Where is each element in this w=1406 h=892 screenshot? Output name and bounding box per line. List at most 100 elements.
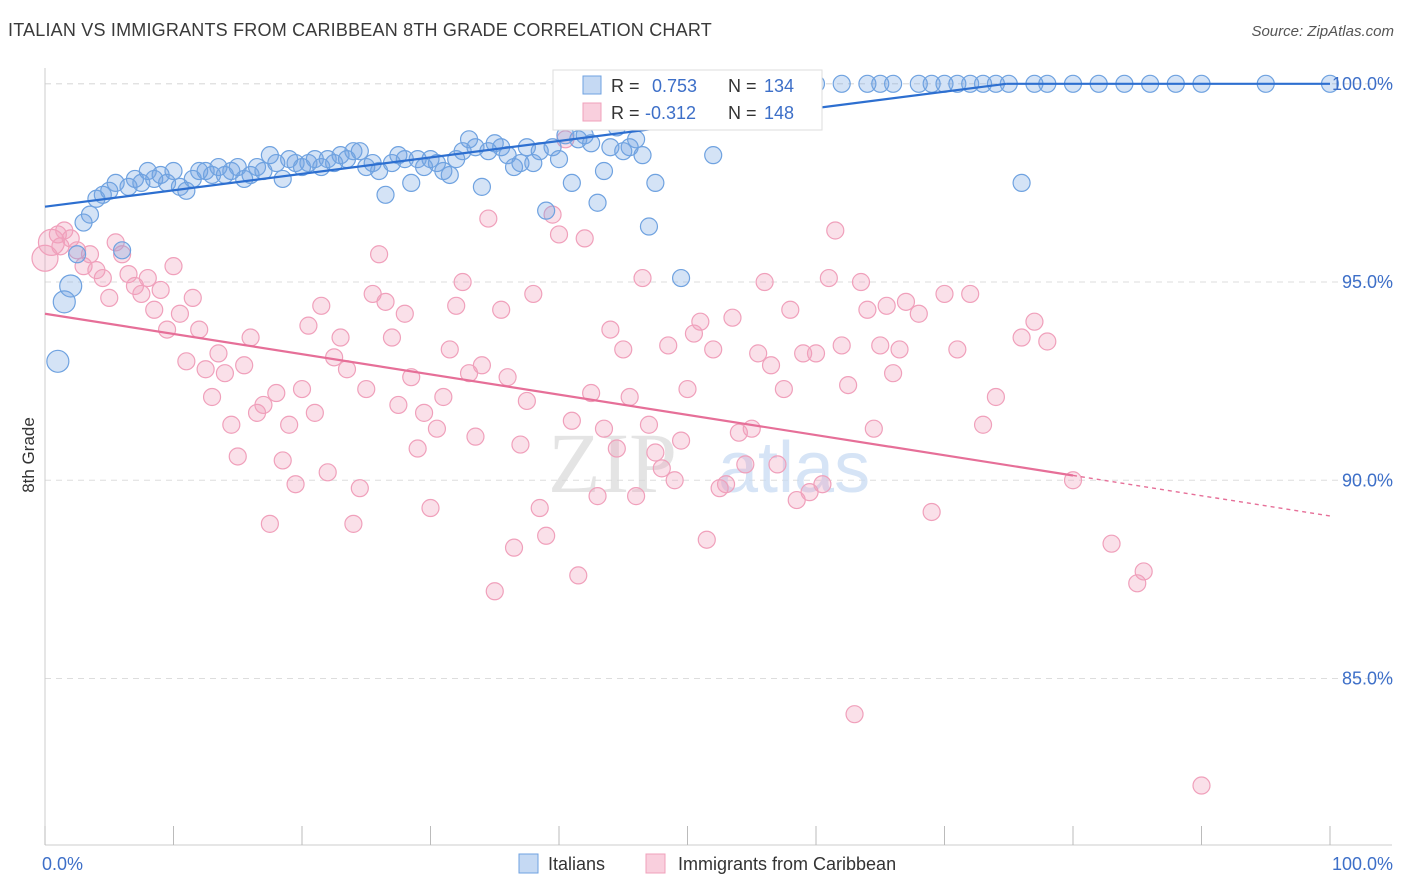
point-caribbean <box>961 284 980 304</box>
point-caribbean <box>350 479 369 498</box>
point-caribbean <box>633 268 652 288</box>
point-caribbean <box>562 411 581 430</box>
point-caribbean <box>716 475 736 494</box>
point-caribbean <box>177 352 196 371</box>
point-caribbean <box>659 336 678 355</box>
point-caribbean <box>877 296 896 315</box>
point-italians <box>909 74 928 93</box>
point-caribbean <box>845 705 864 724</box>
y-tick-label-0: 85.0% <box>1342 668 1393 688</box>
point-caribbean <box>607 439 626 458</box>
point-caribbean <box>241 328 260 347</box>
stats-r-label-2: R = <box>611 103 640 123</box>
point-caribbean <box>222 415 241 434</box>
point-caribbean <box>639 415 659 434</box>
point-caribbean <box>768 455 787 474</box>
point-italians <box>582 134 601 153</box>
trend-lines <box>44 82 1331 517</box>
point-caribbean <box>588 487 607 506</box>
point-caribbean <box>671 431 691 450</box>
point-caribbean <box>922 502 941 522</box>
y-tick-labels: 85.0% 90.0% 95.0% 100.0% <box>1332 74 1393 689</box>
point-caribbean <box>254 395 273 415</box>
point-caribbean <box>736 455 755 474</box>
point-caribbean <box>691 312 710 331</box>
point-caribbean <box>883 364 903 383</box>
point-caribbean <box>498 368 517 387</box>
source-label: Source: ZipAtlas.com <box>1251 23 1394 40</box>
x-tick-label-0: 0.0% <box>42 854 83 874</box>
point-caribbean <box>215 364 234 383</box>
point-italians <box>164 161 183 181</box>
point-italians <box>59 274 83 298</box>
axes <box>44 68 1392 846</box>
point-italians <box>871 74 890 93</box>
point-caribbean <box>1192 776 1211 795</box>
y-tick-label-1: 90.0% <box>1342 470 1393 490</box>
point-caribbean <box>382 328 402 347</box>
point-italians <box>671 268 691 288</box>
point-caribbean <box>267 383 286 403</box>
point-caribbean <box>479 209 498 228</box>
point-caribbean <box>421 498 440 518</box>
chart-title: ITALIAN VS IMMIGRANTS FROM CARIBBEAN 8TH… <box>8 20 712 40</box>
point-caribbean <box>652 459 671 478</box>
point-italians <box>402 173 421 193</box>
point-caribbean <box>389 395 408 415</box>
point-caribbean <box>858 300 877 319</box>
point-caribbean <box>414 403 434 422</box>
point-caribbean <box>614 340 633 359</box>
point-caribbean <box>935 284 954 304</box>
point-caribbean <box>781 300 800 319</box>
point-caribbean <box>594 419 614 438</box>
point-caribbean <box>826 221 845 240</box>
legend-label-italians: Italians <box>548 854 605 874</box>
point-caribbean <box>832 336 851 355</box>
point-caribbean <box>549 225 569 244</box>
point-caribbean <box>472 356 491 375</box>
point-caribbean <box>511 435 530 454</box>
point-caribbean <box>517 391 536 411</box>
y-axis-label: 8th Grade <box>19 417 38 493</box>
point-caribbean <box>626 487 646 506</box>
point-caribbean <box>537 526 556 545</box>
point-caribbean <box>485 582 504 601</box>
point-caribbean <box>331 328 350 347</box>
point-caribbean <box>370 245 389 264</box>
stats-n-value-1: 134 <box>764 76 794 96</box>
point-caribbean <box>299 316 318 335</box>
y-tick-label-3: 100.0% <box>1332 74 1393 94</box>
point-caribbean <box>774 379 793 399</box>
point-caribbean <box>273 451 292 470</box>
point-italians <box>472 177 491 196</box>
point-caribbean <box>948 340 967 359</box>
point-caribbean <box>440 340 459 359</box>
point-caribbean <box>646 443 665 462</box>
point-italians <box>626 130 646 149</box>
trend-line-italians <box>44 82 1007 208</box>
legend-swatch-caribbean <box>645 853 666 874</box>
point-caribbean <box>794 344 813 363</box>
point-caribbean <box>286 475 305 494</box>
point-caribbean <box>376 292 395 311</box>
point-caribbean <box>851 272 871 292</box>
point-italians <box>832 74 851 93</box>
point-italians <box>537 201 556 220</box>
point-italians <box>440 165 459 185</box>
point-caribbean <box>819 268 838 288</box>
point-italians <box>344 142 363 161</box>
stats-swatch-italians <box>582 75 602 95</box>
legend-swatch-italians <box>518 853 539 874</box>
legend-label-caribbean: Immigrants from Caribbean <box>678 854 896 874</box>
series-caribbean-points <box>31 130 1211 795</box>
point-caribbean <box>575 229 594 248</box>
point-caribbean <box>145 300 164 319</box>
point-caribbean <box>196 360 215 379</box>
point-caribbean <box>620 387 639 407</box>
point-caribbean <box>524 284 543 304</box>
point-caribbean <box>280 415 299 434</box>
point-caribbean <box>447 296 466 315</box>
point-caribbean <box>704 340 723 359</box>
point-caribbean <box>305 403 324 422</box>
